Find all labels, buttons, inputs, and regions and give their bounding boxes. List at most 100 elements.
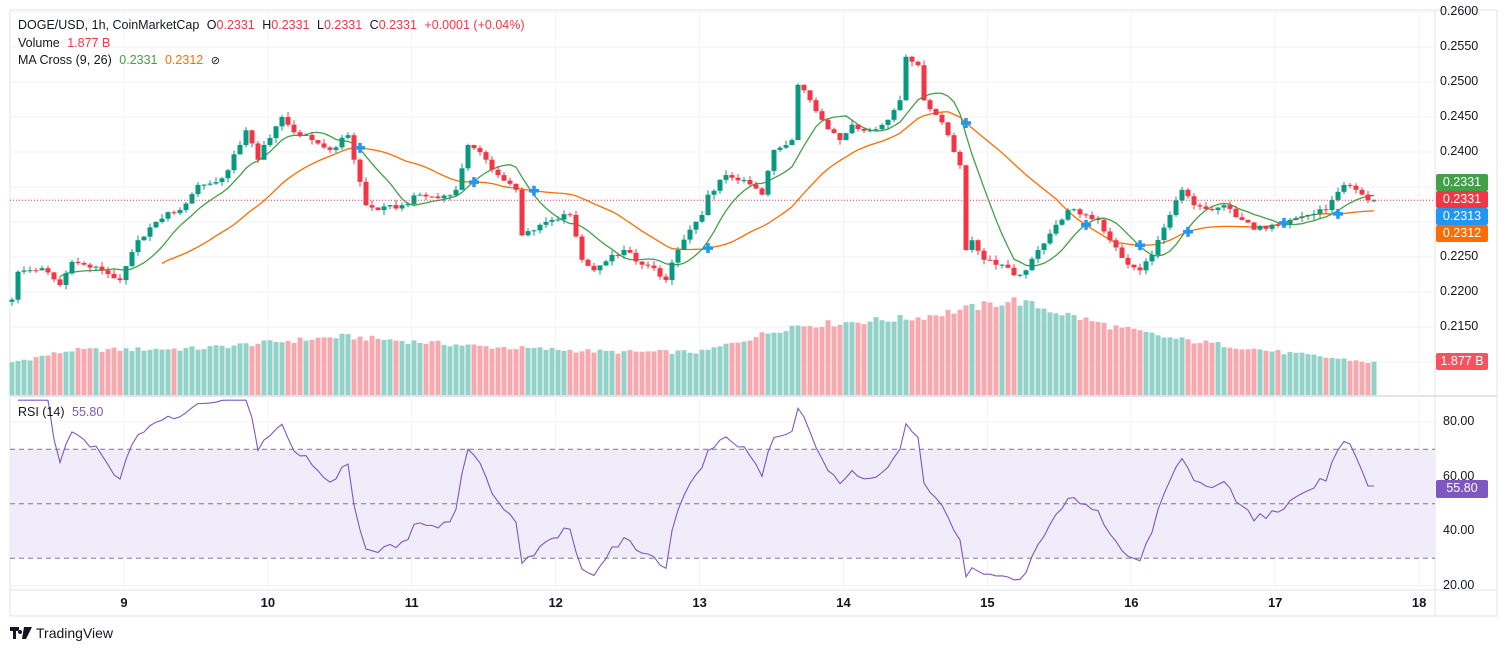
volume-bar	[1215, 342, 1221, 395]
candle	[201, 184, 207, 190]
volume-bar	[1143, 331, 1149, 395]
volume-bar	[225, 348, 231, 395]
candle	[1059, 218, 1065, 226]
volume-bar	[291, 342, 297, 395]
candle-body	[909, 56, 915, 62]
candle	[993, 255, 999, 270]
candle	[699, 210, 705, 224]
volume-bar	[543, 349, 549, 395]
candle	[51, 272, 57, 283]
candle	[1143, 258, 1149, 275]
candle-body	[891, 110, 897, 120]
rsi-label[interactable]: RSI (14)	[18, 405, 65, 419]
candle-body	[1011, 267, 1017, 276]
candle-body	[1317, 209, 1323, 214]
volume-bar	[501, 347, 507, 395]
candle-body	[105, 270, 111, 275]
cross-icon	[1081, 219, 1091, 230]
candle	[153, 221, 159, 229]
candle-body	[735, 177, 741, 181]
candle-body	[99, 266, 105, 271]
candle-body	[21, 270, 27, 272]
candle-body	[75, 261, 81, 264]
candle	[267, 134, 273, 148]
candle	[897, 95, 903, 112]
time-tick: 11	[404, 595, 419, 610]
candle-body	[327, 147, 333, 150]
candle	[39, 265, 45, 271]
candle	[177, 207, 183, 216]
volume-bar	[765, 333, 771, 395]
volume-bar	[675, 350, 681, 395]
cross-icon	[355, 142, 365, 153]
volume-bar	[387, 339, 393, 395]
candle-body	[291, 124, 297, 133]
candle-body	[795, 84, 801, 141]
candle-body	[1005, 264, 1011, 268]
candle	[801, 84, 807, 93]
candle-body	[915, 61, 921, 66]
volume-bar	[783, 331, 789, 395]
candle	[321, 139, 327, 150]
volume-bar	[495, 347, 501, 395]
volume-bar	[1317, 356, 1323, 395]
volume-bar	[1029, 301, 1035, 395]
candle	[1287, 217, 1293, 229]
volume-bar	[75, 347, 81, 395]
candle-body	[705, 194, 711, 215]
candle	[375, 206, 381, 211]
volume-bar	[9, 362, 15, 395]
candle-body	[663, 276, 669, 281]
candle-body	[1167, 215, 1173, 228]
volume-bar	[525, 347, 531, 395]
volume-bar	[351, 339, 357, 395]
candle	[579, 234, 585, 263]
volume-bar	[1119, 327, 1125, 395]
volume-bar	[1371, 361, 1377, 395]
ma-label[interactable]: MA Cross (9, 26)	[18, 53, 112, 67]
volume-bar	[327, 337, 333, 395]
candle	[117, 274, 123, 284]
candle	[429, 196, 435, 199]
volume-bar	[147, 349, 153, 395]
volume-bar	[1335, 358, 1341, 395]
candle-body	[867, 130, 873, 132]
candle	[609, 250, 615, 266]
candle	[435, 192, 441, 200]
volume-bar	[759, 332, 765, 395]
candle-body	[957, 151, 963, 166]
tradingview-logo[interactable]: TradingView	[10, 625, 113, 641]
candle	[339, 134, 345, 150]
candle-body	[825, 119, 831, 130]
candle	[1341, 182, 1347, 195]
candle-body	[369, 205, 375, 208]
candle-body	[1149, 254, 1155, 262]
candle-body	[723, 175, 729, 180]
volume-bar	[687, 352, 693, 395]
candle-body	[951, 135, 957, 152]
candle-body	[603, 261, 609, 266]
volume-bar	[603, 351, 609, 395]
candle	[1119, 244, 1125, 259]
candle-body	[1239, 217, 1245, 220]
candle-body	[351, 135, 357, 160]
volume-bar	[1359, 361, 1365, 395]
volume-bar	[777, 332, 783, 395]
symbol-title[interactable]: DOGE/USD, 1h, CoinMarketCap	[18, 18, 200, 32]
hidden-eye-icon[interactable]: ⊘	[210, 55, 220, 67]
candle-body	[855, 124, 861, 129]
candle-body	[669, 262, 675, 281]
candle	[459, 163, 465, 191]
candle	[345, 132, 351, 140]
volume-bar	[1197, 343, 1203, 395]
candle-body	[1227, 205, 1233, 209]
volume-bar	[105, 349, 111, 395]
volume-label[interactable]: Volume	[18, 36, 60, 50]
candle	[489, 156, 495, 173]
candle	[783, 140, 789, 150]
candle-body	[981, 250, 987, 260]
time-tick: 9	[120, 595, 128, 610]
candle	[357, 158, 363, 187]
volume-bar	[369, 335, 375, 395]
